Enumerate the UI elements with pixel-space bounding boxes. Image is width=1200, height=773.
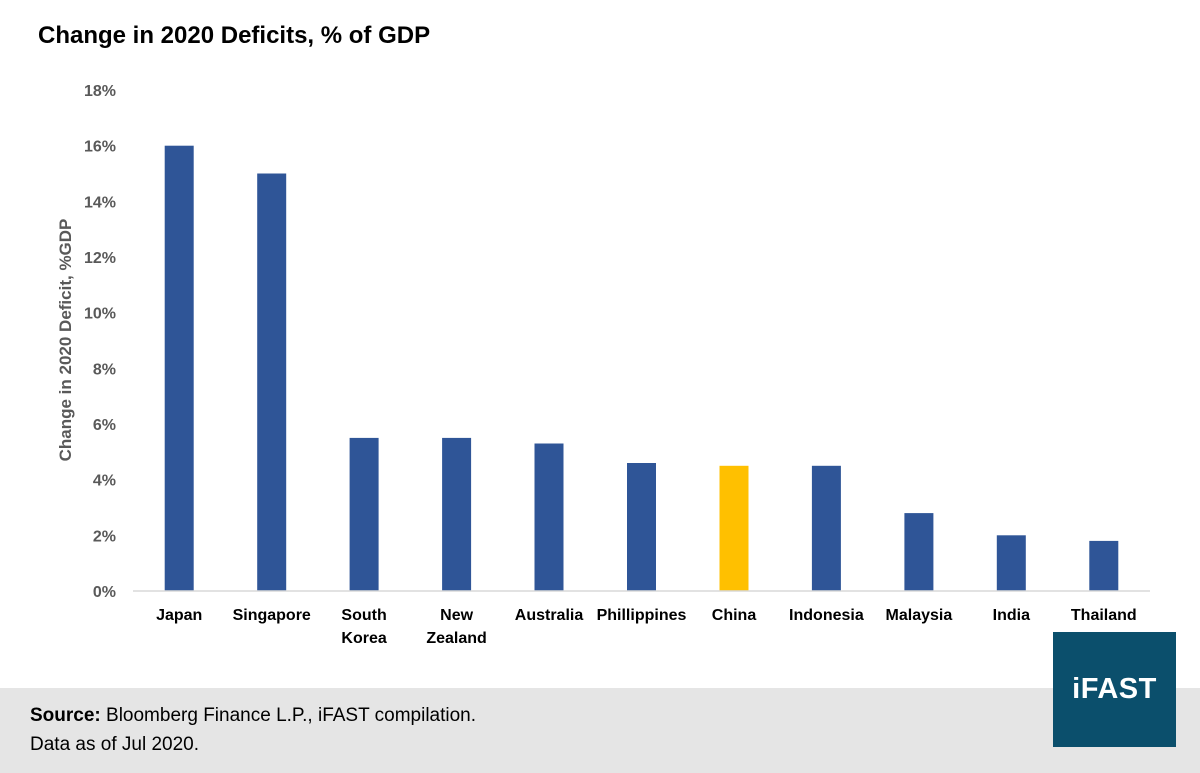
source-text: Bloomberg Finance L.P., iFAST compilatio… — [106, 705, 477, 726]
bar-new-zealand — [442, 437, 472, 591]
y-tick-label: 0% — [93, 584, 116, 601]
bar-australia — [534, 443, 564, 591]
bar-phillippines — [627, 463, 656, 591]
x-tick-label: Indonesia — [789, 607, 864, 624]
bar-chart: 0% 2% 4% 6% 8% 10% 12% 14% 16% 18% Change in 2020 … — [56, 83, 1150, 647]
bar-japan — [164, 145, 194, 591]
x-tick-label: South — [341, 607, 386, 624]
y-tick-label: 8% — [93, 361, 116, 378]
source-footer: Source: Bloomberg Finance L.P., iFAST co… — [0, 688, 1200, 773]
x-tick-label: India — [993, 607, 1030, 624]
y-tick-label: 14% — [84, 194, 116, 211]
chart-title: Change in 2020 Deficits, % of GDP — [38, 22, 431, 49]
y-tick-label: 12% — [84, 250, 116, 267]
y-tick-label: 16% — [84, 139, 116, 156]
x-tick-label: Malaysia — [886, 607, 953, 624]
bar-india — [996, 535, 1026, 591]
ifast-logo: iFAST — [1053, 632, 1176, 747]
data-date: Data as of Jul 2020. — [30, 734, 199, 755]
x-tick-label: Phillippines — [597, 607, 687, 624]
bar-malaysia — [904, 513, 934, 591]
x-tick-label: Singapore — [233, 607, 311, 624]
bar-indonesia — [811, 465, 841, 592]
bar-china — [719, 465, 749, 592]
x-tick-label: Thailand — [1071, 607, 1137, 624]
ifast-logo-text: iFAST — [1072, 673, 1157, 705]
x-tick-label: China — [712, 607, 757, 624]
x-tick-label: Japan — [156, 607, 202, 624]
y-tick-label: 2% — [93, 528, 116, 545]
source-line: Source: Bloomberg Finance L.P., iFAST co… — [30, 705, 476, 727]
x-tick-label: New — [440, 607, 473, 624]
x-tick-label: Zealand — [426, 630, 486, 647]
y-axis-title: Change in 2020 Deficit, %GDP — [56, 219, 75, 462]
y-tick-label: 18% — [84, 83, 116, 100]
bar-thailand — [1089, 540, 1119, 591]
bar-south-korea — [349, 437, 379, 591]
y-tick-label: 6% — [93, 417, 116, 434]
bar-singapore — [257, 173, 287, 591]
source-label: Source: — [30, 705, 101, 726]
x-tick-label: Australia — [515, 607, 584, 624]
y-tick-label: 4% — [93, 473, 116, 490]
x-tick-label: Korea — [341, 630, 386, 647]
y-tick-label: 10% — [84, 306, 116, 323]
